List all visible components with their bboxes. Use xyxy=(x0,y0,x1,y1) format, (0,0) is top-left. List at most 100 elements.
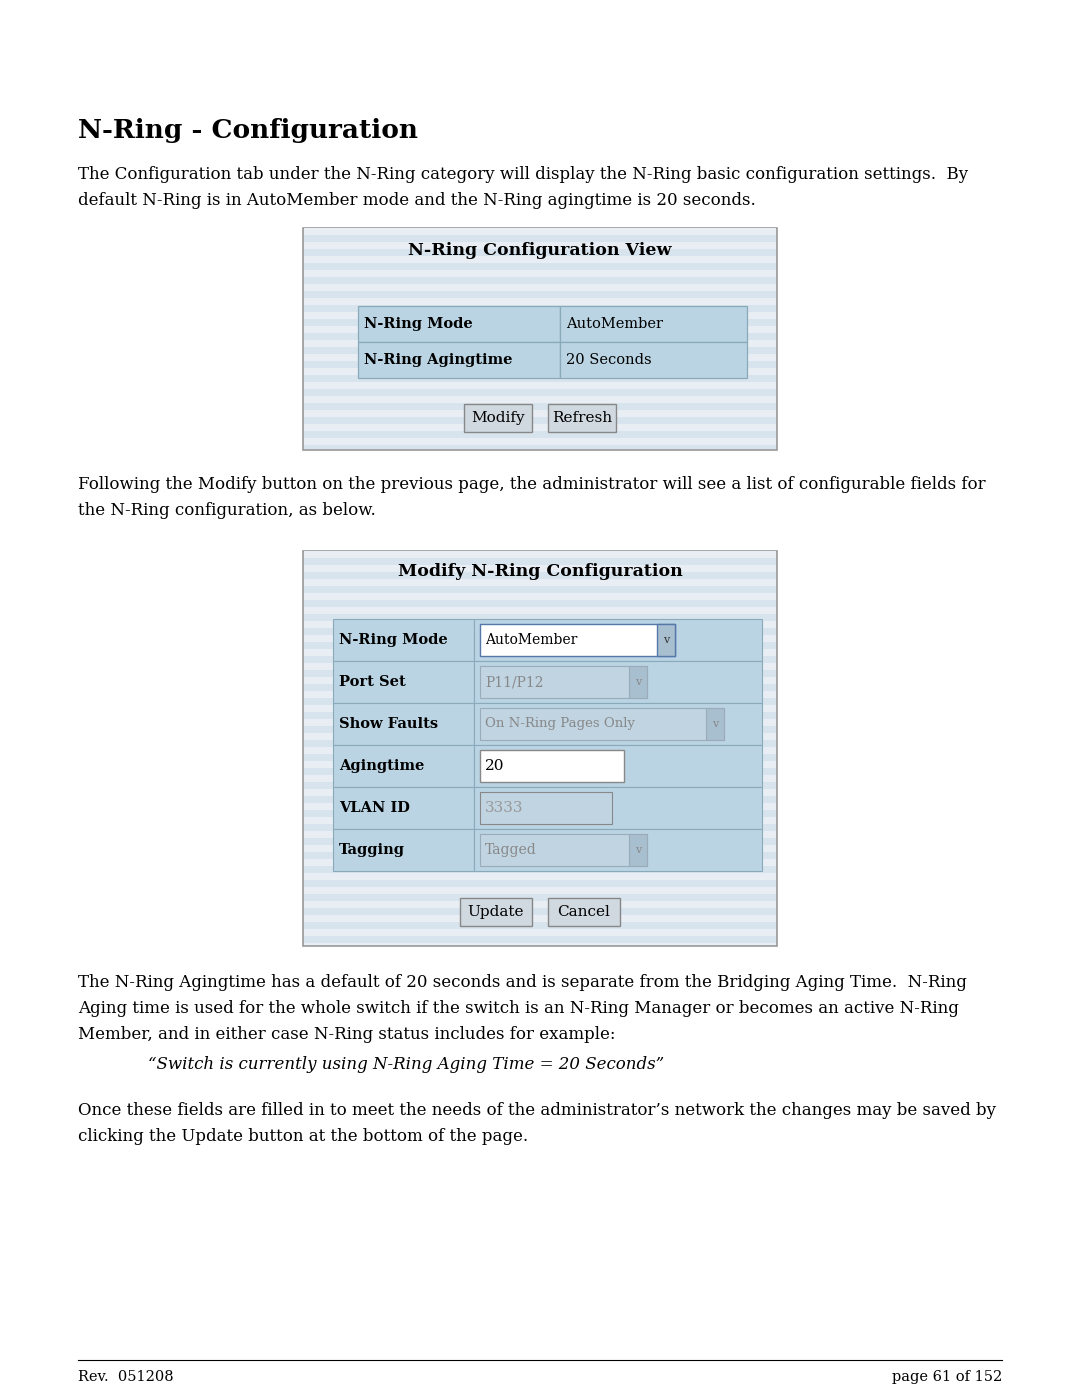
Bar xyxy=(303,733,777,740)
Bar xyxy=(333,661,474,703)
Text: N-Ring Agingtime: N-Ring Agingtime xyxy=(364,353,513,367)
Text: “Switch is currently using N-Ring Aging Time = 20 Seconds”: “Switch is currently using N-Ring Aging … xyxy=(148,1056,664,1073)
Bar xyxy=(464,404,532,432)
Bar xyxy=(303,242,777,249)
Bar xyxy=(480,792,612,824)
Bar xyxy=(474,787,762,828)
Bar xyxy=(303,367,777,374)
Bar xyxy=(480,834,647,866)
Bar xyxy=(561,306,747,342)
Bar xyxy=(303,775,777,782)
Bar xyxy=(303,873,777,880)
Bar xyxy=(706,708,724,740)
Bar xyxy=(303,578,777,585)
Bar xyxy=(303,395,777,402)
Bar xyxy=(357,342,561,379)
Bar xyxy=(333,787,474,828)
Text: Tagged: Tagged xyxy=(485,842,537,856)
Bar xyxy=(480,666,647,698)
Text: Refresh: Refresh xyxy=(552,411,612,425)
Bar xyxy=(548,898,620,926)
Bar xyxy=(303,298,777,305)
Text: Once these fields are filled in to meet the needs of the administrator’s network: Once these fields are filled in to meet … xyxy=(78,1102,996,1119)
Bar xyxy=(460,898,532,926)
Text: default N-Ring is in AutoMember mode and the N-Ring agingtime is 20 seconds.: default N-Ring is in AutoMember mode and… xyxy=(78,191,756,210)
Bar xyxy=(303,425,777,432)
Text: N-Ring Mode: N-Ring Mode xyxy=(339,633,448,647)
Bar xyxy=(303,592,777,599)
Bar xyxy=(474,703,762,745)
Bar xyxy=(303,256,777,263)
Text: Member, and in either case N-Ring status includes for example:: Member, and in either case N-Ring status… xyxy=(78,1025,616,1044)
Text: page 61 of 152: page 61 of 152 xyxy=(892,1370,1002,1384)
Text: Aging time is used for the whole switch if the switch is an N-Ring Manager or be: Aging time is used for the whole switch … xyxy=(78,1000,959,1017)
Bar xyxy=(303,887,777,894)
Bar xyxy=(303,859,777,866)
Text: Cancel: Cancel xyxy=(557,905,610,919)
Bar xyxy=(480,624,675,657)
Bar xyxy=(303,817,777,824)
Text: N-Ring Configuration View: N-Ring Configuration View xyxy=(408,242,672,258)
Bar xyxy=(357,306,561,342)
Text: P11/P12: P11/P12 xyxy=(485,675,543,689)
Bar xyxy=(303,622,777,629)
Bar xyxy=(303,564,777,571)
Text: N-Ring - Configuration: N-Ring - Configuration xyxy=(78,117,418,142)
Bar xyxy=(629,834,647,866)
Bar xyxy=(548,404,616,432)
Bar xyxy=(303,550,777,946)
Text: The Configuration tab under the N-Ring category will display the N-Ring basic co: The Configuration tab under the N-Ring c… xyxy=(78,166,968,183)
Text: Rev.  051208: Rev. 051208 xyxy=(78,1370,174,1384)
Bar xyxy=(303,636,777,643)
Bar xyxy=(333,745,474,787)
Bar xyxy=(303,228,777,235)
Text: v: v xyxy=(635,845,642,855)
Bar xyxy=(474,661,762,703)
Text: v: v xyxy=(663,636,670,645)
Bar xyxy=(303,664,777,671)
Text: 20 Seconds: 20 Seconds xyxy=(566,353,651,367)
Text: clicking the Update button at the bottom of the page.: clicking the Update button at the bottom… xyxy=(78,1127,528,1146)
Bar xyxy=(303,678,777,685)
Text: The N-Ring Agingtime has a default of 20 seconds and is separate from the Bridgi: The N-Ring Agingtime has a default of 20… xyxy=(78,974,967,990)
Bar xyxy=(303,439,777,446)
Bar xyxy=(303,929,777,936)
Bar xyxy=(303,747,777,754)
Bar xyxy=(657,624,675,657)
Bar xyxy=(561,342,747,379)
Bar xyxy=(303,339,777,346)
Bar xyxy=(303,705,777,712)
Bar xyxy=(303,719,777,726)
Bar xyxy=(303,284,777,291)
Text: Tagging: Tagging xyxy=(339,842,405,856)
Text: On N-Ring Pages Only: On N-Ring Pages Only xyxy=(485,718,635,731)
Bar xyxy=(303,353,777,360)
Bar xyxy=(480,750,624,782)
Bar xyxy=(303,312,777,319)
Bar xyxy=(303,901,777,908)
Bar xyxy=(303,803,777,810)
Bar xyxy=(303,943,777,944)
Text: Update: Update xyxy=(468,905,524,919)
Bar xyxy=(303,270,777,277)
Text: the N-Ring configuration, as below.: the N-Ring configuration, as below. xyxy=(78,502,376,520)
Bar xyxy=(474,619,762,661)
Bar xyxy=(333,828,474,870)
Text: Show Faults: Show Faults xyxy=(339,717,438,731)
Bar xyxy=(303,550,777,557)
Bar xyxy=(303,845,777,852)
Text: VLAN ID: VLAN ID xyxy=(339,800,410,814)
Text: Modify: Modify xyxy=(471,411,525,425)
Bar xyxy=(629,666,647,698)
Text: Port Set: Port Set xyxy=(339,675,406,689)
Text: AutoMember: AutoMember xyxy=(485,633,578,647)
Bar xyxy=(303,409,777,416)
Bar xyxy=(303,650,777,657)
Text: v: v xyxy=(712,719,718,729)
Bar xyxy=(303,608,777,615)
Text: Agingtime: Agingtime xyxy=(339,759,424,773)
Bar xyxy=(303,692,777,698)
Text: 3333: 3333 xyxy=(485,800,524,814)
Bar xyxy=(333,619,474,661)
Text: N-Ring Mode: N-Ring Mode xyxy=(364,317,473,331)
